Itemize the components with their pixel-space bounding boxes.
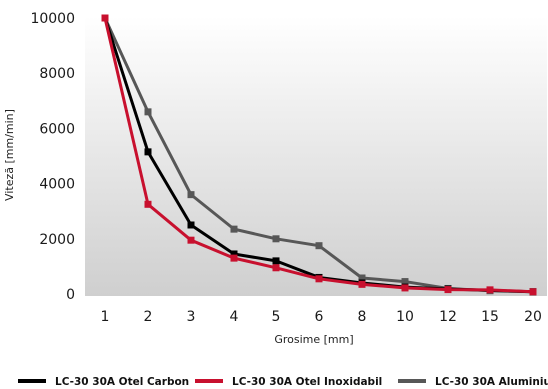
data-point bbox=[444, 286, 452, 294]
x-axis-title: Grosime [mm] bbox=[274, 333, 353, 346]
legend-label: LC-30 30A Aluminiu bbox=[435, 376, 548, 388]
x-tick-label: 2 bbox=[144, 309, 153, 325]
data-point bbox=[315, 242, 323, 250]
x-tick-label: 1 bbox=[101, 309, 110, 325]
legend-label: LC-30 30A Otel Carbon bbox=[55, 376, 189, 388]
data-point bbox=[230, 254, 238, 262]
x-tick-label: 10 bbox=[396, 309, 414, 325]
x-tick-label: 3 bbox=[187, 309, 196, 325]
data-point bbox=[401, 278, 409, 286]
data-point bbox=[144, 148, 152, 156]
data-point bbox=[187, 191, 195, 199]
y-tick-label: 6000 bbox=[39, 121, 75, 137]
data-point bbox=[230, 225, 238, 233]
x-tick-label: 4 bbox=[230, 309, 239, 325]
data-point bbox=[358, 280, 366, 288]
data-point bbox=[401, 284, 409, 292]
y-tick-label: 8000 bbox=[39, 66, 75, 82]
y-tick-label: 10000 bbox=[30, 11, 75, 27]
data-point bbox=[315, 275, 323, 283]
legend: LC-30 30A Otel Carbon LC-30 30A Otel Inox… bbox=[18, 376, 548, 388]
x-axis: 1 2 3 4 5 6 8 10 12 15 20 bbox=[101, 309, 542, 325]
data-point bbox=[144, 200, 152, 208]
data-point bbox=[101, 14, 109, 22]
data-point bbox=[486, 286, 494, 294]
y-tick-label: 0 bbox=[66, 287, 75, 303]
data-point bbox=[358, 274, 366, 282]
data-point bbox=[272, 235, 280, 243]
x-tick-label: 20 bbox=[524, 309, 542, 325]
data-point bbox=[230, 250, 238, 258]
plot-background bbox=[85, 16, 547, 296]
y-tick-label: 2000 bbox=[39, 232, 75, 248]
data-point bbox=[144, 108, 152, 116]
y-axis: 0 2000 4000 6000 8000 10000 bbox=[30, 11, 75, 303]
legend-label: LC-30 30A Otel Inoxidabil bbox=[232, 376, 382, 388]
data-point bbox=[187, 236, 195, 244]
data-point bbox=[187, 221, 195, 229]
data-point bbox=[529, 288, 537, 296]
data-point bbox=[272, 264, 280, 272]
x-tick-label: 8 bbox=[358, 309, 367, 325]
y-axis-title: Viteză [mm/min] bbox=[3, 109, 16, 201]
x-tick-label: 12 bbox=[439, 309, 457, 325]
y-tick-label: 4000 bbox=[39, 177, 75, 193]
x-tick-label: 15 bbox=[481, 309, 499, 325]
series-layer bbox=[101, 14, 537, 296]
x-tick-label: 6 bbox=[315, 309, 324, 325]
x-tick-label: 5 bbox=[272, 309, 281, 325]
data-point bbox=[272, 257, 280, 265]
series-1 bbox=[101, 14, 537, 296]
